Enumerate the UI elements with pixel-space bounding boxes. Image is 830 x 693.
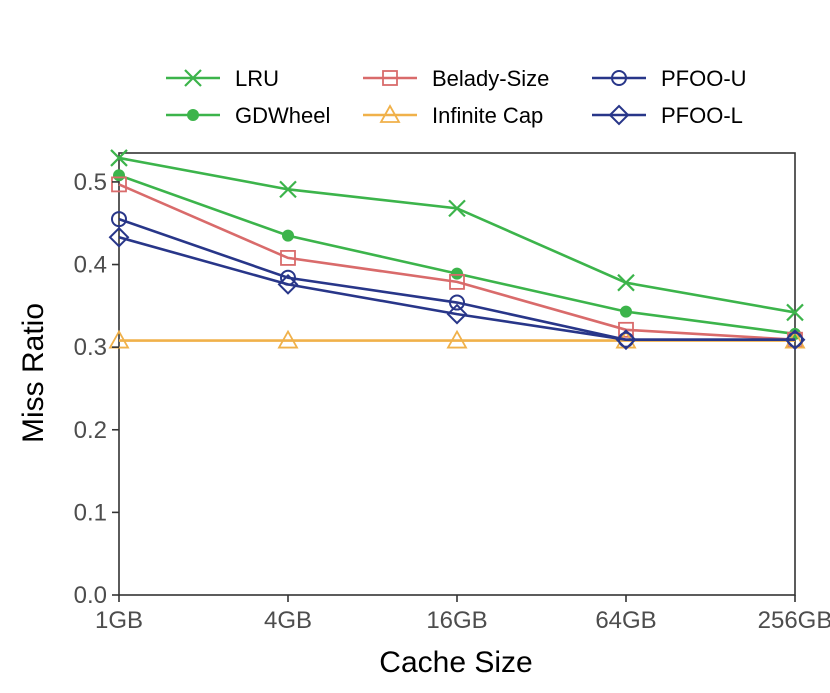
data-point <box>786 303 804 322</box>
legend-label: LRU <box>235 66 279 91</box>
y-axis: 0.0 0.1 0.2 0.3 0.4 0.5 <box>74 169 119 609</box>
x-tick-label: 1GB <box>95 607 143 634</box>
series-line <box>118 183 796 342</box>
legend: LRU GDWheel Belady-Size Infinite Cap PFOO-U P… <box>166 66 747 128</box>
y-tick-label: 0.1 <box>74 499 107 526</box>
data-point <box>617 273 635 292</box>
legend-label: Belady-Size <box>432 66 549 91</box>
legend-label: PFOO-L <box>661 103 743 128</box>
legend-label: PFOO-U <box>661 66 747 91</box>
data-point <box>277 329 299 349</box>
data-point <box>113 169 125 182</box>
legend-item: PFOO-L <box>592 103 743 128</box>
plot-frame <box>118 152 796 596</box>
y-tick-label: 0.5 <box>74 169 107 196</box>
data-point <box>282 229 294 242</box>
data-point <box>449 294 465 311</box>
y-tick-label: 0.2 <box>74 417 107 444</box>
x-axis: 1GB 4GB 16GB 64GB 256GB <box>95 595 830 634</box>
data-point <box>277 273 299 295</box>
x-tick-label: 256GB <box>758 607 830 634</box>
data-point <box>618 321 634 338</box>
legend-marker <box>187 109 199 121</box>
series-pfoo-l <box>108 226 806 351</box>
data-point <box>108 226 130 248</box>
legend-item: Infinite Cap <box>363 103 543 128</box>
legend-item: GDWheel <box>166 103 330 128</box>
data-point <box>446 303 468 325</box>
series-lru <box>110 149 804 322</box>
data-point <box>620 305 632 318</box>
legend-item: LRU <box>166 66 279 91</box>
y-tick-label: 0.3 <box>74 334 107 361</box>
y-tick-label: 0.4 <box>74 252 107 279</box>
y-tick-label: 0.0 <box>74 582 107 609</box>
data-point <box>111 176 127 193</box>
data-point <box>111 211 127 228</box>
data-point <box>451 267 463 280</box>
data-point <box>446 329 468 349</box>
legend-item: PFOO-U <box>592 66 747 91</box>
data-point <box>449 273 465 290</box>
plot-area <box>108 149 806 596</box>
legend-marker <box>608 104 630 126</box>
x-tick-label: 4GB <box>264 607 312 634</box>
y-axis-title: Miss Ratio <box>17 303 50 443</box>
x-axis-title: Cache Size <box>379 646 532 679</box>
legend-label: GDWheel <box>235 103 330 128</box>
legend-marker <box>379 104 401 123</box>
data-point <box>110 149 128 167</box>
x-tick-label: 64GB <box>595 607 656 634</box>
data-point <box>615 329 637 351</box>
data-point <box>279 180 297 199</box>
legend-item: Belady-Size <box>363 66 549 91</box>
legend-marker <box>382 70 398 86</box>
data-point <box>784 329 806 351</box>
legend-marker <box>184 69 202 87</box>
data-point <box>280 250 296 266</box>
legend-marker <box>611 70 627 86</box>
series-line <box>118 236 795 342</box>
x-tick-label: 16GB <box>426 607 487 634</box>
legend-label: Infinite Cap <box>432 103 543 128</box>
data-point <box>448 199 466 218</box>
